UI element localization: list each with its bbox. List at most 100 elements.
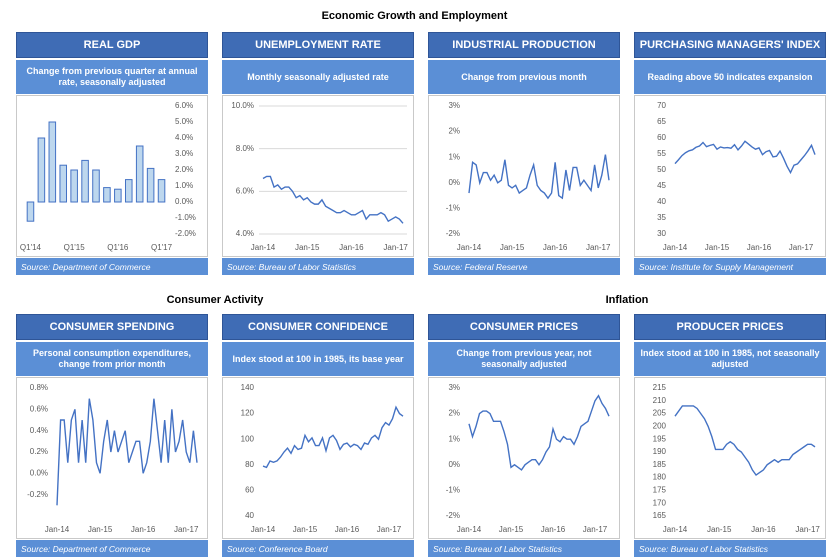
panel-subtitle: Index stood at 100 in 1985, not seasonal… [634,342,826,376]
bar [92,169,100,203]
y-tick-label: 60 [245,486,254,495]
panel-subtitle: Change from previous year, not seasonall… [428,342,620,376]
section-title: Consumer Activity [166,294,264,306]
x-tick-label: Jan-17 [174,525,199,534]
y-tick-label: 55 [657,149,666,158]
y-tick-label: 40 [245,511,254,520]
panel-source: Source: Bureau of Labor Statistics [428,540,620,557]
y-tick-label: 50 [657,165,666,174]
panel-source: Source: Conference Board [222,540,414,557]
y-tick-label: 6.0% [236,186,254,195]
chart-panel: INDUSTRIAL PRODUCTION Change from previou… [428,32,620,275]
chart-panel: UNEMPLOYMENT RATE Monthly seasonally adju… [222,32,414,275]
x-tick-label: Jan-17 [789,243,814,252]
y-tick-label: 210 [653,396,667,405]
panel-title: INDUSTRIAL PRODUCTION [428,32,620,58]
bar [48,121,57,203]
y-tick-label: -1% [446,204,460,213]
panel-subtitle: Reading above 50 indicates expansion [634,60,826,94]
chart-panel: CONSUMER CONFIDENCE Index stood at 100 in… [222,314,414,557]
x-tick-label: Jan-17 [583,525,608,534]
y-tick-label: 4.0% [175,133,193,142]
y-tick-label: 165 [653,511,667,520]
x-tick-label: Jan-16 [751,525,776,534]
panel-subtitle: Monthly seasonally adjusted rate [222,60,414,94]
x-tick-label: Jan-17 [586,243,611,252]
x-tick-label: Q1'17 [151,243,173,252]
x-tick-label: Jan-17 [795,525,820,534]
panel-title: CONSUMER SPENDING [16,314,208,340]
x-tick-label: Jan-15 [88,525,113,534]
y-tick-label: 0.6% [30,404,48,413]
chart: -0.2% 0.0% 0.2% 0.4% 0.6% 0.8% Jan-14 Jan-15 Jan… [16,377,208,539]
x-tick-label: Jan-16 [543,243,568,252]
x-tick-label: Jan-17 [377,525,402,534]
y-tick-label: -1% [446,486,460,495]
x-tick-label: Jan-16 [131,525,156,534]
section-title: Inflation [605,294,649,306]
y-tick-label: 70 [657,101,666,110]
x-tick-label: Jan-15 [500,243,525,252]
y-tick-label: 2% [448,127,460,136]
y-tick-label: 0.0% [175,197,193,206]
chart-panel: PURCHASING MANAGERS' INDEX Reading above … [634,32,826,275]
page-title: Economic Growth and Employment [321,10,508,22]
y-tick-label: -2.0% [175,229,196,238]
y-tick-label: 200 [653,422,667,431]
x-tick-label: Jan-17 [383,243,408,252]
y-tick-label: 35 [657,213,666,222]
y-tick-label: 180 [653,473,667,482]
y-tick-label: 3% [448,101,460,110]
x-tick-label: Jan-14 [251,243,276,252]
chart-panel: PRODUCER PRICES Index stood at 100 in 198… [634,314,826,557]
bar [26,201,35,222]
y-tick-label: 0.4% [30,426,48,435]
y-tick-label: 4.0% [236,229,254,238]
y-tick-label: 0% [448,460,460,469]
data-line [674,140,816,175]
y-tick-label: 3% [448,383,460,392]
chart: -2.0% -1.0% 0.0% 1.0% 2.0% 3.0% 4.0% 5.0% 6.0% Q1… [16,95,208,257]
bar [103,187,111,203]
x-tick-label: Jan-14 [457,525,482,534]
x-tick-label: Jan-16 [747,243,772,252]
panel-source: Source: Federal Reserve [428,258,620,275]
y-tick-label: 10.0% [231,101,254,110]
y-tick-label: 195 [653,434,667,443]
x-tick-label: Jan-15 [707,525,732,534]
x-tick-label: Jan-15 [499,525,524,534]
x-tick-label: Q1'16 [107,243,129,252]
chart-panel: CONSUMER PRICES Change from previous year… [428,314,620,557]
y-tick-label: 175 [653,486,667,495]
bar [124,179,133,203]
y-tick-label: 1.0% [175,181,193,190]
y-tick-label: 0.0% [30,468,48,477]
panel-subtitle: Change from previous quarter at annual r… [16,60,208,94]
bar [114,188,122,203]
chart: -2% -1% 0% 1% 2% 3% Jan-14 Jan-15 Jan-16 Jan-17 [428,377,620,539]
y-tick-label: 8.0% [236,144,254,153]
y-tick-label: -2% [446,229,460,238]
y-tick-label: -2% [446,511,460,520]
y-tick-label: 140 [241,383,255,392]
x-tick-label: Jan-14 [663,525,688,534]
y-tick-label: 215 [653,383,667,392]
y-tick-label: 190 [653,447,667,456]
x-tick-label: Jan-14 [45,525,70,534]
panel-source: Source: Department of Commerce [16,540,208,557]
x-tick-label: Jan-16 [339,243,364,252]
data-line [262,175,404,224]
y-tick-label: 60 [657,133,666,142]
y-tick-label: 120 [241,409,255,418]
chart: 165 170 175 180 185 190 195 200 205 210 215 Jan-14 J… [634,377,826,539]
bar [146,167,155,203]
panel-source: Source: Bureau of Labor Statistics [222,258,414,275]
data-line [56,398,198,506]
y-tick-label: 0.2% [30,447,48,456]
y-tick-label: 2% [448,409,460,418]
bar [157,179,166,203]
y-tick-label: 40 [657,197,666,206]
y-tick-label: 185 [653,460,667,469]
x-tick-label: Jan-16 [541,525,566,534]
bar [59,164,68,203]
